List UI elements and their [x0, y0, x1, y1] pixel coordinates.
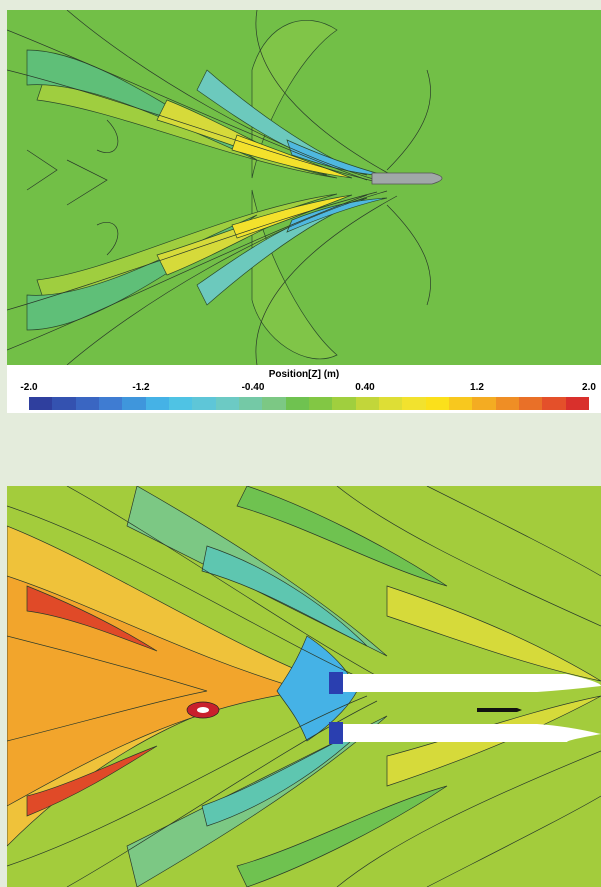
- colorbar-tick: 2.0: [582, 382, 596, 393]
- colorbar-tick: -2.0: [20, 382, 38, 393]
- colorbar-swatch: [565, 397, 589, 410]
- colorbar-tick: -0.40: [241, 382, 265, 393]
- colorbar-swatch: [122, 397, 146, 410]
- colorbar-swatch: [332, 397, 356, 410]
- colorbar-swatch: [262, 397, 286, 410]
- colorbar-swatch: [542, 397, 566, 410]
- colorbar-swatch: [355, 397, 379, 410]
- colorbar-swatch: [75, 397, 99, 410]
- colorbar-swatch: [518, 397, 543, 410]
- colorbar-tick: 1.2: [470, 382, 484, 393]
- colorbar-swatch: [29, 397, 53, 410]
- top-contour-lines: [7, 10, 431, 365]
- colorbar-swatch: [378, 397, 403, 410]
- colorbar-swatch: [98, 397, 123, 410]
- colorbar-swatch: [215, 397, 239, 410]
- hull-shape: [371, 172, 443, 185]
- wave-contour-panel-top: [7, 10, 601, 365]
- peak-center: [197, 707, 209, 713]
- colorbar-swatch: [192, 397, 216, 410]
- colorbar-swatch: [168, 397, 193, 410]
- colorbar-swatch: [472, 397, 496, 410]
- colorbar-legend: Position[Z] (m) -2.0 -1.2 -0.40 0.40 1.2…: [7, 365, 601, 413]
- wave-contour-panel-bottom: [7, 486, 601, 887]
- colorbar-swatch: [402, 397, 426, 410]
- colorbar-swatch: [448, 397, 473, 410]
- colorbar-title: Position[Z] (m): [268, 369, 340, 380]
- hull-upper: [342, 674, 601, 692]
- colorbar-swatch: [425, 397, 449, 410]
- stern-trough-lower: [329, 722, 343, 744]
- colorbar-tick: 0.40: [355, 382, 375, 393]
- hull-lower: [342, 724, 601, 742]
- stern-trough-upper: [329, 672, 343, 694]
- colorbar-tick: -1.2: [132, 382, 150, 393]
- colorbar-swatch: [308, 397, 333, 410]
- colorbar-swatch: [145, 397, 169, 410]
- colorbar-swatch: [285, 397, 309, 410]
- bottom-wave-lobes: [7, 486, 601, 887]
- colorbar-swatch: [238, 397, 263, 410]
- bottom-contour-lines: [7, 486, 601, 887]
- colorbar-swatch: [52, 397, 76, 410]
- colorbar-swatch: [495, 397, 519, 410]
- top-wave-lobes: [26, 20, 388, 360]
- colorbar-gradient: [29, 397, 589, 410]
- between-hull-feature: [477, 708, 522, 712]
